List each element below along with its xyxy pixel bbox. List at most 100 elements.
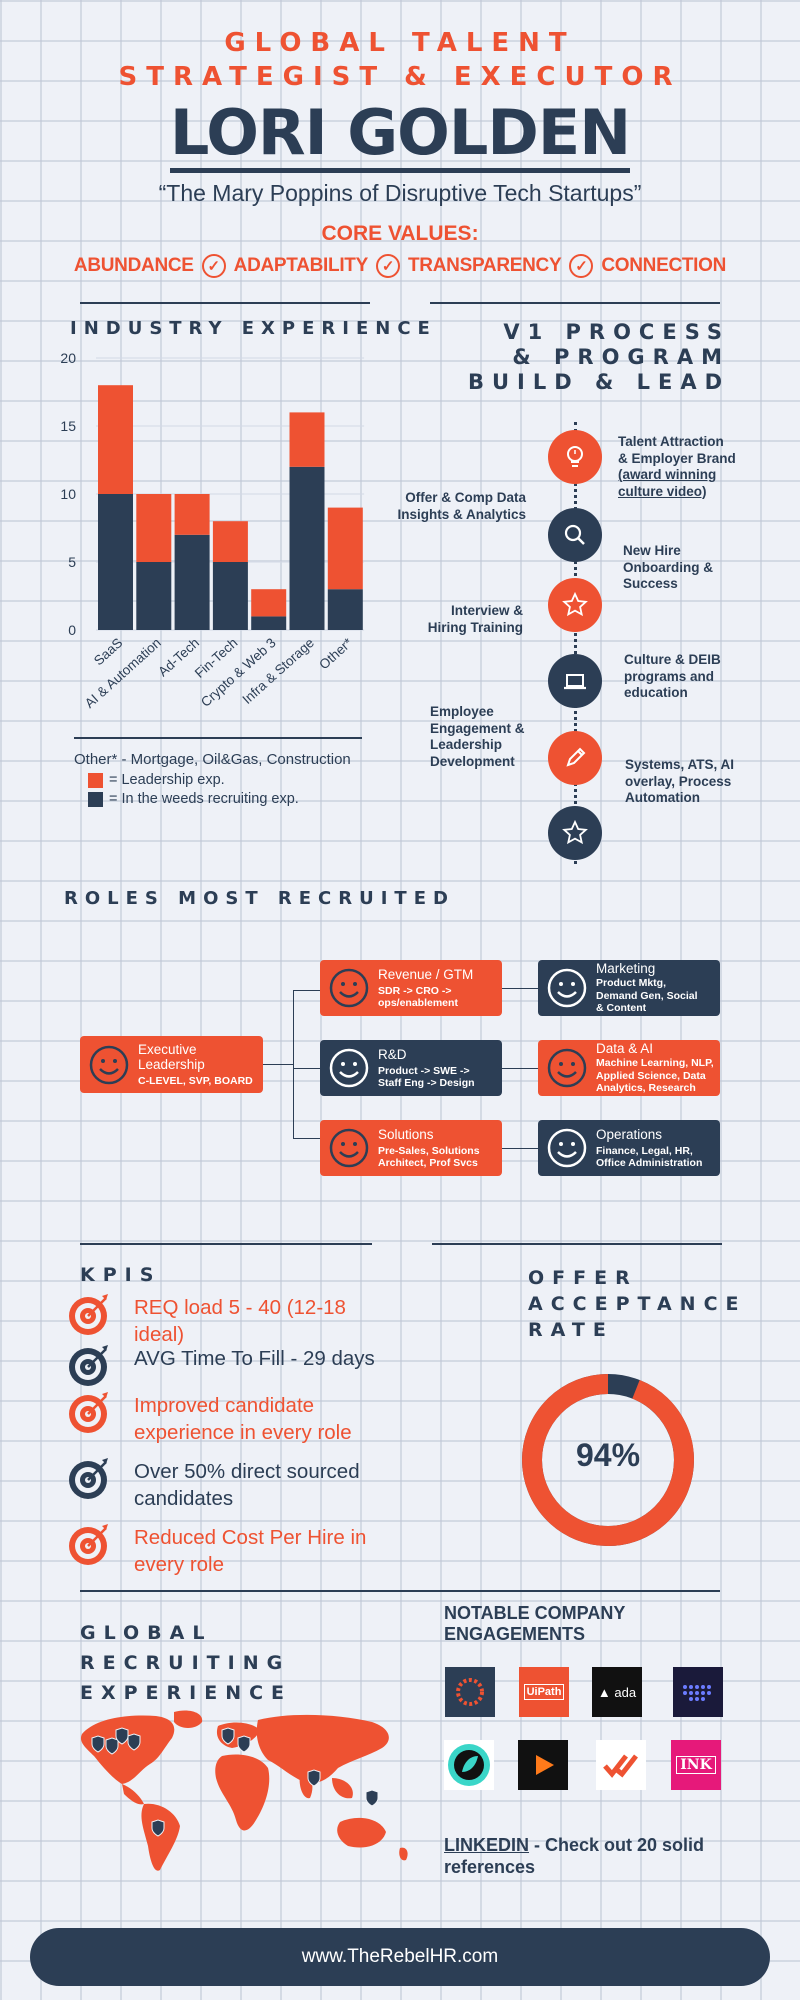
process-step-employee-engagement: Employee Engagement & Leadership Develop…: [430, 704, 525, 769]
lightbulb-icon: [548, 430, 602, 484]
star-icon: [548, 578, 602, 632]
footer-website-link[interactable]: www.TheRebelHR.com: [30, 1928, 770, 1986]
connector: [293, 1138, 320, 1139]
shield-marker-icon: [91, 1735, 105, 1753]
divider: [80, 1243, 372, 1245]
shield-marker-icon: [151, 1819, 165, 1837]
y-tick-label: 20: [60, 350, 76, 366]
uipath-logo: UiPath: [519, 1667, 569, 1717]
tagline-line-1: GLOBAL TALENT: [224, 28, 576, 58]
role-data-ai: Data & AI Machine Learning, NLP, Applied…: [538, 1040, 720, 1096]
connector: [293, 990, 294, 1138]
bar-recruiting: [289, 466, 325, 630]
legend-swatch-navy: [88, 791, 103, 807]
donut-fill: [522, 1374, 694, 1546]
process-step-systems: Systems, ATS, AI overlay, Process Automa…: [625, 757, 735, 805]
smiley-icon: [547, 1128, 587, 1168]
smiley-icon: [329, 1048, 369, 1088]
target-icon: [69, 1524, 108, 1565]
shield-marker-icon: [105, 1737, 119, 1755]
world-map: [80, 1710, 408, 1871]
legend-swatch-orange: [88, 772, 103, 788]
laptop-icon: [548, 654, 602, 708]
y-tick-label: 5: [68, 554, 76, 570]
companies-title: NOTABLE COMPANY ENGAGEMENTS: [444, 1603, 626, 1644]
divider: [80, 1590, 720, 1592]
legend-recruiting: = In the weeds recruiting exp.: [88, 791, 299, 807]
check-icon: ✓: [201, 254, 226, 278]
x-tick-label: Other*: [316, 635, 356, 673]
role-marketing: Marketing Product Mktg, Demand Gen, Soci…: [538, 960, 720, 1016]
target-icon: [69, 1458, 108, 1499]
shield-marker-icon: [127, 1733, 141, 1751]
role-operations: Operations Finance, Legal, HR, Office Ad…: [538, 1120, 720, 1176]
target-icon: [69, 1392, 108, 1433]
role-executive-leadership: Executive Leadership C-LEVEL, SVP, BOARD: [80, 1036, 263, 1093]
bar-leadership: [212, 521, 248, 562]
bar-leadership: [136, 494, 172, 562]
y-tick-label: 0: [68, 622, 76, 638]
roles-title: ROLES MOST RECRUITED: [64, 888, 455, 909]
pencil-icon: [548, 731, 602, 785]
play-logo: [518, 1740, 568, 1790]
kpi-item: Reduced Cost Per Hire in every role: [66, 1524, 394, 1578]
star-icon: [548, 806, 602, 860]
role-solutions: Solutions Pre-Sales, Solutions Architect…: [320, 1120, 502, 1176]
core-values-list: ABUNDANCE ✓ ADAPTABILITY ✓ TRANSPARENCY …: [0, 254, 800, 278]
award-winning-link[interactable]: (award winning: [618, 467, 717, 482]
linkedin-references: LINKEDIN - Check out 20 solid references: [444, 1835, 705, 1877]
double-check-logo: [596, 1740, 646, 1790]
divider: [432, 1243, 722, 1245]
check-icon: ✓: [569, 254, 594, 278]
offer-donut-chart: [522, 1374, 694, 1546]
shield-marker-icon: [237, 1735, 251, 1753]
bar-recruiting: [212, 562, 248, 630]
smiley-icon: [329, 1128, 369, 1168]
smiley-icon: [329, 968, 369, 1008]
value-connection: CONNECTION: [601, 255, 727, 276]
bar-recruiting: [251, 616, 287, 630]
kpi-item: Over 50% direct sourced candidates: [66, 1458, 394, 1512]
ink-logo: INK: [671, 1740, 721, 1790]
name-heading: LORI GOLDEN: [0, 100, 800, 173]
dot-matrix-logo: [673, 1667, 723, 1717]
global-recruiting-title: GLOBAL RECRUITING EXPERIENCE: [80, 1622, 293, 1704]
role-rnd: R&D Product -> SWE -> Staff Eng -> Desig…: [320, 1040, 502, 1096]
process-step-offer-comp: Offer & Comp Data Insights & Analytics: [397, 490, 526, 522]
culture-video-link[interactable]: culture video): [618, 483, 707, 499]
divider: [74, 737, 362, 739]
teal-circle-logo: [444, 1740, 494, 1790]
connector: [263, 1064, 293, 1065]
connector: [502, 988, 538, 989]
process-title: V1 PROCESS & PROGRAM BUILD & LEAD: [467, 320, 730, 394]
process-step-interview: Interview & Hiring Training: [427, 603, 523, 635]
search-icon: [548, 508, 602, 562]
shield-marker-icon: [307, 1769, 321, 1787]
value-transparency: TRANSPARENCY: [408, 255, 562, 276]
legend-leadership: = Leadership exp.: [88, 772, 225, 788]
connector: [293, 1068, 320, 1069]
check-icon: ✓: [376, 254, 400, 278]
kpi-item: REQ load 5 - 40 (12-18 ideal): [66, 1294, 394, 1348]
connector: [502, 1068, 538, 1069]
offer-acceptance-title: OFFER ACCEPTANCE RATE: [528, 1267, 747, 1341]
ada-logo: ▲ ada: [592, 1667, 642, 1717]
process-timeline: [574, 422, 577, 864]
divider: [430, 302, 720, 304]
kpis-title: KPIS: [80, 1264, 162, 1286]
industry-footnote: Other* - Mortgage, Oil&Gas, Construction: [74, 751, 351, 768]
x-tick-label: SaaS: [91, 635, 126, 668]
quote: “The Mary Poppins of Disruptive Tech Sta…: [158, 180, 642, 206]
linkedin-link[interactable]: LINKEDIN: [444, 1835, 529, 1855]
y-tick-label: 15: [60, 418, 76, 434]
process-step-talent-attraction: Talent Attraction & Employer Brand (awar…: [618, 434, 736, 499]
process-step-culture-deib: Culture & DEIB programs and education: [624, 652, 721, 700]
value-adaptability: ADAPTABILITY: [233, 255, 369, 276]
core-values-label: CORE VALUES:: [321, 222, 479, 245]
connector: [502, 1148, 538, 1149]
ring-dots-logo: [445, 1667, 495, 1717]
bar-recruiting: [327, 589, 363, 630]
tagline-line-2: STRATEGIST & EXECUTOR: [118, 62, 682, 92]
y-tick-label: 10: [60, 486, 76, 502]
